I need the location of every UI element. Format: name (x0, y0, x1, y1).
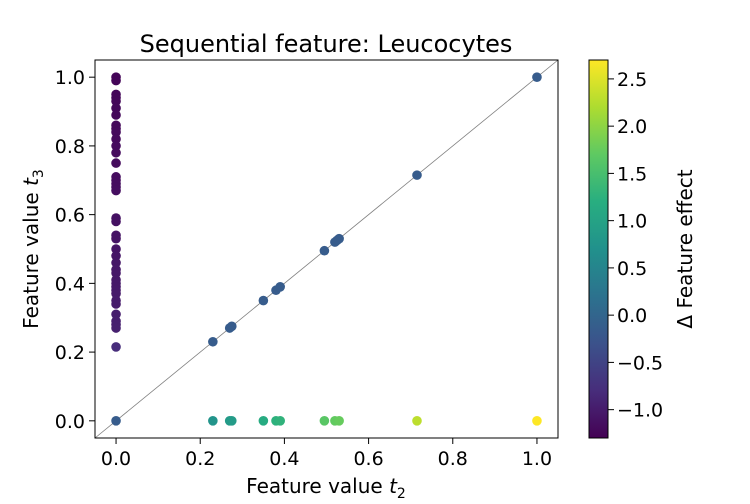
data-point (275, 282, 286, 292)
data-point (111, 323, 121, 333)
data-point (111, 110, 121, 120)
y-axis-label-subscript: 3 (31, 169, 47, 178)
data-point (319, 245, 330, 256)
x-tick-label: 0.0 (101, 448, 131, 470)
data-point (226, 321, 237, 332)
data-point (208, 416, 218, 426)
y-tick-label: 1.0 (55, 67, 85, 89)
data-point (111, 216, 121, 227)
data-point (111, 96, 121, 107)
data-point (334, 233, 344, 244)
data-point (412, 170, 422, 180)
data-point (275, 416, 286, 426)
x-tick-label: 0.8 (438, 448, 468, 470)
data-point (258, 416, 269, 426)
chart-title: Sequential feature: Leucocytes (140, 30, 513, 58)
y-tick-label: 0.0 (55, 411, 85, 433)
data-point (111, 288, 121, 299)
colorbar-tick-label: 1.0 (617, 211, 647, 233)
data-point (111, 75, 121, 86)
colorbar-tick-label: −0.5 (617, 352, 663, 374)
data-point (208, 336, 218, 347)
y-axis-ticks: 0.0 0.2 0.4 0.6 0.8 1.0 (55, 67, 95, 433)
x-axis-label: Feature value t2 (246, 474, 406, 500)
data-point (111, 342, 121, 352)
y-axis-label: Feature value t3 (19, 169, 47, 329)
x-axis-ticks: 0.0 0.2 0.4 0.6 0.8 1.0 (101, 438, 552, 470)
data-point (111, 103, 121, 113)
colorbar-tick-label: 2.5 (617, 69, 647, 91)
data-point (111, 257, 121, 268)
data-point (226, 416, 237, 426)
data-point (111, 416, 121, 426)
y-tick-label: 0.4 (55, 273, 85, 295)
data-point (532, 72, 542, 82)
x-axis-label-subscript: 2 (397, 486, 406, 500)
colorbar-tick-label: −1.0 (617, 400, 663, 422)
colorbar-ticks: −1.0 −0.5 0.0 0.5 1.0 1.5 2.0 2.5 (608, 69, 663, 422)
data-point (111, 244, 121, 254)
colorbar-tick-label: 2.0 (617, 116, 647, 138)
data-point (111, 134, 121, 144)
colorbar-tick-label: 1.5 (617, 163, 647, 185)
y-tick-label: 0.2 (55, 342, 85, 364)
data-point (111, 233, 121, 244)
x-axis-label-text: Feature value (246, 474, 383, 498)
data-point (111, 158, 121, 168)
data-point (111, 309, 121, 320)
colorbar (588, 59, 609, 439)
data-point (334, 416, 344, 426)
x-tick-label: 0.6 (353, 448, 383, 470)
data-point (319, 416, 330, 426)
data-point (111, 299, 121, 309)
colorbar-tick-label: 0.5 (617, 258, 647, 280)
plot-frame (94, 59, 559, 439)
data-point (111, 185, 121, 196)
colorbar-tick-label: 0.0 (617, 305, 647, 327)
y-tick-label: 0.6 (55, 205, 85, 227)
data-point (532, 416, 542, 426)
y-tick-label: 0.8 (55, 136, 85, 158)
x-tick-label: 1.0 (522, 448, 552, 470)
data-point (111, 141, 121, 151)
data-point (111, 127, 121, 137)
data-points (111, 72, 542, 426)
data-point (258, 295, 269, 306)
y-axis-label-text: Feature value (19, 192, 43, 329)
colorbar-label: Δ Feature effect (673, 169, 697, 328)
data-point (412, 416, 422, 426)
data-point (111, 268, 121, 278)
data-point (111, 251, 121, 261)
x-tick-label: 0.2 (185, 448, 215, 470)
x-tick-label: 0.4 (269, 448, 299, 470)
data-point (111, 147, 121, 158)
